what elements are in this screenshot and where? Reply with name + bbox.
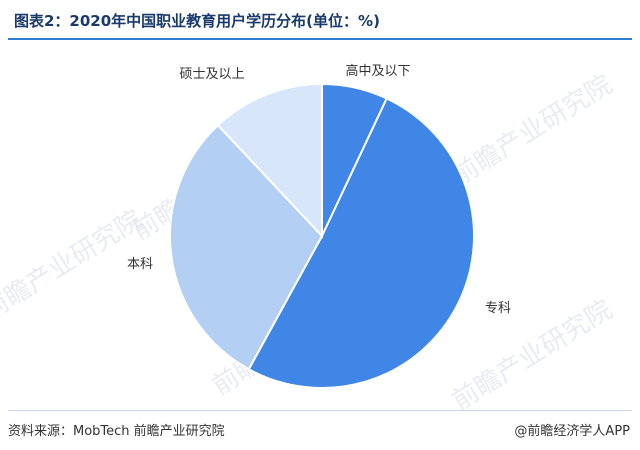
chart-title: 图表2：2020年中国职业教育用户学历分布(单位：%)	[14, 12, 380, 30]
slice-label-3: 本科	[127, 257, 153, 272]
slice-label-2: 专科	[485, 301, 511, 316]
credit-note: @前瞻经济学人APP	[514, 424, 630, 439]
title-divider	[8, 38, 632, 40]
pie-slice-2	[247, 97, 475, 389]
footer-divider	[8, 410, 632, 411]
pie-slice-4	[216, 82, 323, 239]
slice-label-1: 高中及以下	[345, 63, 410, 79]
source-note: 资料来源：MobTech 前瞻产业研究院	[8, 424, 225, 439]
slice-label-4: 硕士及以上	[179, 67, 244, 82]
pie-slice-3	[169, 123, 324, 371]
